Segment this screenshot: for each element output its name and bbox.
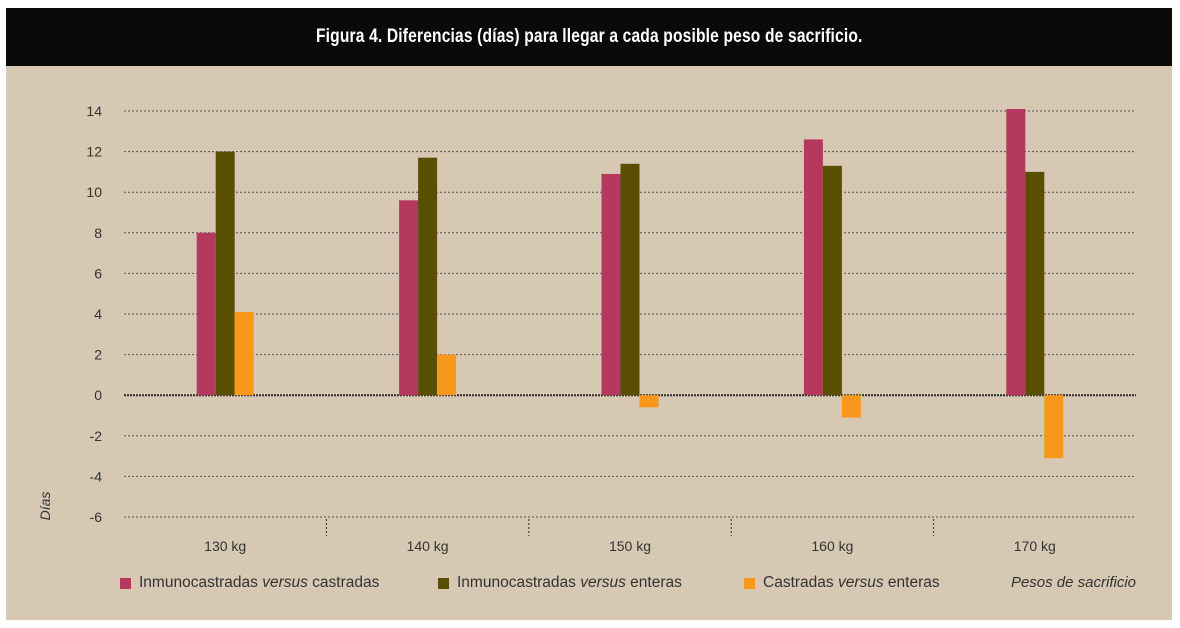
bar-3 xyxy=(841,395,861,418)
x-tick-label: 130 kg xyxy=(204,538,246,554)
bar-1 xyxy=(399,200,419,396)
figure-panel: Figura 4. Diferencias (días) para llegar… xyxy=(6,8,1172,620)
y-axis-label: Días xyxy=(37,492,53,521)
legend-item-2: Inmunocastradas versus enteras xyxy=(438,574,682,592)
bar-3 xyxy=(639,395,659,408)
bar-2 xyxy=(1025,171,1045,396)
y-tick-label: 10 xyxy=(86,184,102,200)
legend-swatch-3 xyxy=(744,577,755,589)
bar-2 xyxy=(418,157,438,396)
legend-swatch-1 xyxy=(120,577,131,589)
legend-swatch-2 xyxy=(438,577,449,589)
legend-item-3: Castradas versus enteras xyxy=(744,574,940,592)
x-tick-label: 150 kg xyxy=(609,538,651,554)
x-tick-label: 160 kg xyxy=(811,538,853,554)
bar-2 xyxy=(215,151,235,396)
y-tick-label: 12 xyxy=(86,144,102,160)
bar-1 xyxy=(196,232,216,396)
x-tick-label: 140 kg xyxy=(407,538,449,554)
y-tick-label: -6 xyxy=(90,509,103,525)
y-tick-label: 2 xyxy=(94,347,102,363)
legend-label-1: Inmunocastradas versus castradas xyxy=(139,574,380,591)
legend-label-2: Inmunocastradas versus enteras xyxy=(457,574,682,591)
bar-chart: 14 12 10 8 6 4 2 0 -2 -4 -6 130 kg 140 kg 150 kg 160 k… xyxy=(37,103,1136,554)
y-tick-label: 4 xyxy=(94,306,102,322)
bar-3 xyxy=(437,354,457,396)
title-bar: Figura 4. Diferencias (días) para llegar… xyxy=(6,8,1172,66)
y-tick-label: 8 xyxy=(94,225,102,241)
figure-title: Figura 4. Diferencias (días) para llegar… xyxy=(315,26,863,47)
y-tick-label: -2 xyxy=(90,428,103,444)
bar-2 xyxy=(620,163,640,396)
bar-2 xyxy=(822,165,842,396)
legend: Inmunocastradas versus castradas Inmunoc… xyxy=(6,574,1172,598)
legend-label-3: Castradas versus enteras xyxy=(763,574,940,591)
y-tick-label: -4 xyxy=(90,468,103,484)
y-tick-label: 14 xyxy=(86,103,102,119)
y-tick-label: 6 xyxy=(94,265,102,281)
legend-item-1: Inmunocastradas versus castradas xyxy=(120,574,379,592)
bar-1 xyxy=(601,173,621,396)
x-tick-label: 170 kg xyxy=(1014,538,1056,554)
y-tick-label: 0 xyxy=(94,387,102,403)
bar-3 xyxy=(1044,395,1064,459)
bar-1 xyxy=(803,139,823,396)
x-axis-title: Pesos de sacrificio xyxy=(1010,574,1136,591)
bar-3 xyxy=(234,311,254,396)
bar-1 xyxy=(1006,108,1026,396)
